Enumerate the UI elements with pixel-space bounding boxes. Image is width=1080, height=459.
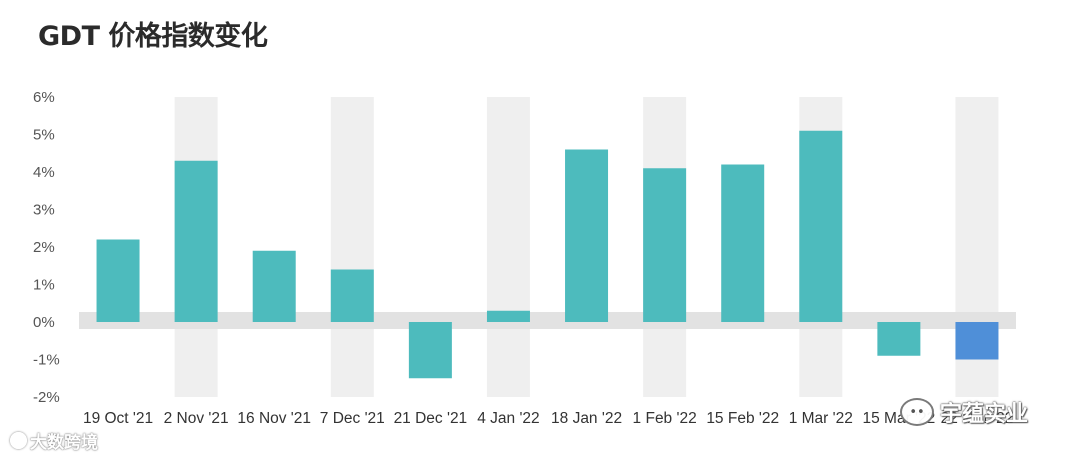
- bar: [174, 160, 218, 322]
- x-tick-label: 21 Dec '21: [394, 410, 468, 427]
- chart-title: GDT 价格指数变化: [38, 21, 268, 52]
- bar: [565, 149, 609, 322]
- bar: [877, 322, 921, 356]
- zero-line-band: [79, 312, 1016, 329]
- bar: [799, 130, 843, 322]
- x-tick-label: 22 Mar '22: [941, 410, 1014, 427]
- x-tick-label: 15 Feb '22: [706, 410, 779, 427]
- column-band: [486, 97, 530, 397]
- bars: [96, 130, 999, 379]
- y-tick-label: 2%: [33, 239, 55, 256]
- bar: [252, 250, 296, 322]
- y-tick-label: 5%: [33, 127, 55, 144]
- bar: [486, 310, 530, 322]
- weibo-icon: [10, 432, 27, 449]
- bar: [643, 168, 687, 322]
- x-tick-label: 1 Feb '22: [633, 410, 697, 427]
- bar: [955, 322, 999, 360]
- bar: [96, 239, 140, 322]
- x-tick-label: 19 Oct '21: [83, 410, 153, 427]
- watermark-right-text: 宇蕴实业: [940, 402, 1029, 427]
- y-tick-label: -1%: [33, 352, 60, 369]
- x-tick-label: 4 Jan '22: [477, 410, 539, 427]
- x-axis-ticks: 19 Oct '21 2 Nov '21 16 Nov '21 7 Dec '21 21…: [83, 410, 1013, 427]
- y-tick-label: -2%: [33, 389, 60, 406]
- y-axis-ticks: 6% 5% 4% 3% 2% 1% 0% -1% -2%: [33, 89, 60, 406]
- x-tick-label: 2 Nov '21: [164, 410, 229, 427]
- bar: [721, 164, 765, 322]
- bar: [408, 322, 452, 379]
- y-tick-label: 1%: [33, 277, 55, 294]
- x-tick-label: 18 Jan '22: [551, 410, 622, 427]
- x-tick-label: 1 Mar '22: [789, 410, 853, 427]
- y-tick-label: 0%: [33, 314, 55, 331]
- bar: [330, 269, 374, 322]
- x-tick-label: 7 Dec '21: [320, 410, 385, 427]
- column-band: [330, 97, 374, 397]
- watermark-left-text: 大数跨境: [30, 433, 98, 453]
- y-tick-label: 3%: [33, 202, 55, 219]
- y-tick-label: 6%: [33, 89, 55, 106]
- watermark-right: •• 宇蕴实业: [900, 396, 1028, 428]
- watermark-left: 大数跨境: [10, 428, 98, 453]
- wechat-icon: ••: [900, 398, 934, 426]
- y-tick-label: 4%: [33, 164, 55, 181]
- x-tick-label: 16 Nov '21: [237, 410, 311, 427]
